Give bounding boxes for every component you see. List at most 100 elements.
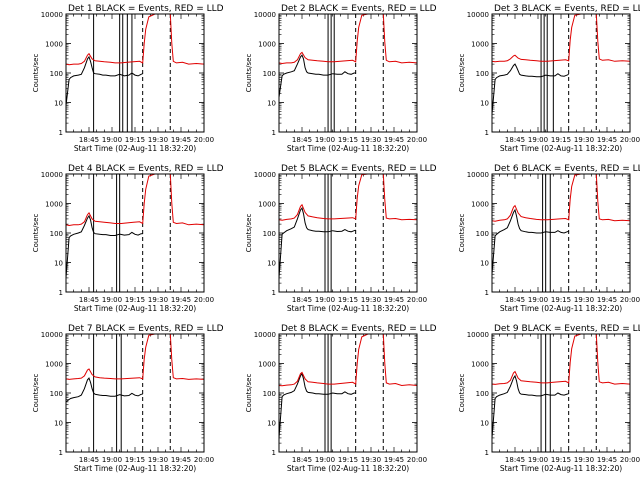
- x-axis-label: Start Time (02-Aug-11 18:32:20): [287, 304, 409, 313]
- series-events-line: [65, 55, 143, 106]
- x-tick-label: 19:15: [551, 456, 571, 464]
- y-tick-label: 1000: [258, 201, 276, 209]
- panel-det-4: Det 4 BLACK = Events, RED = LLD Counts/se…: [32, 164, 224, 313]
- x-axis-label: Start Time (02-Aug-11 18:32:20): [74, 304, 196, 313]
- y-tick-label: 100: [263, 70, 276, 78]
- y-tick-label: 1: [485, 449, 489, 457]
- x-tick-label: 18:45: [505, 456, 525, 464]
- x-tick-label: 20:00: [194, 136, 214, 144]
- x-tick-label: 19:30: [361, 456, 381, 464]
- x-tick-label: 20:00: [620, 456, 640, 464]
- y-tick-label: 10: [54, 100, 63, 108]
- series-lld-line: [278, 173, 418, 221]
- x-tick-label: 19:15: [551, 296, 571, 304]
- x-tick-label: 18:45: [79, 456, 99, 464]
- y-tick-label: 1: [485, 289, 489, 297]
- x-tick-label: 20:00: [620, 296, 640, 304]
- x-tick-label: 19:00: [315, 456, 335, 464]
- y-axis-label: Counts/sec: [32, 214, 40, 253]
- y-axis-label: Counts/sec: [458, 54, 466, 93]
- x-tick-label: 19:45: [384, 136, 404, 144]
- panel-title: Det 4 BLACK = Events, RED = LLD: [68, 164, 224, 174]
- x-tick-label: 20:00: [407, 136, 427, 144]
- panel-title: Det 5 BLACK = Events, RED = LLD: [281, 164, 437, 174]
- x-tick-label: 19:45: [597, 296, 617, 304]
- x-tick-label: 19:30: [574, 456, 594, 464]
- series-events-line: [278, 372, 356, 438]
- x-tick-label: 18:45: [292, 296, 312, 304]
- x-tick-label: 19:30: [574, 296, 594, 304]
- y-tick-label: 10: [267, 100, 276, 108]
- plot-frame: [278, 333, 418, 453]
- y-tick-label: 1000: [471, 41, 489, 49]
- panel-title: Det 9 BLACK = Events, RED = LLD: [494, 324, 640, 334]
- panel-det-1: Det 1 BLACK = Events, RED = LLD Counts/se…: [32, 4, 224, 153]
- y-axis-label: Counts/sec: [458, 374, 466, 413]
- y-tick-label: 10000: [254, 171, 276, 179]
- series-events-line: [65, 377, 143, 403]
- x-tick-label: 19:15: [551, 136, 571, 144]
- plot-frame: [491, 13, 631, 133]
- x-tick-label: 19:15: [338, 136, 358, 144]
- x-tick-label: 19:15: [338, 456, 358, 464]
- panel-title: Det 3 BLACK = Events, RED = LLD: [494, 4, 640, 14]
- x-axis-label: Start Time (02-Aug-11 18:32:20): [74, 464, 196, 473]
- y-tick-label: 100: [476, 390, 489, 398]
- y-axis-label: Counts/sec: [32, 374, 40, 413]
- series-lld-line: [278, 13, 418, 65]
- y-tick-label: 10: [480, 100, 489, 108]
- x-tick-label: 19:45: [597, 136, 617, 144]
- x-tick-label: 19:00: [528, 456, 548, 464]
- panel-det-5: Det 5 BLACK = Events, RED = LLD Counts/se…: [245, 164, 437, 313]
- panel-det-6: Det 6 BLACK = Events, RED = LLD Counts/se…: [458, 164, 640, 313]
- y-axis-label: Counts/sec: [245, 54, 253, 93]
- series-lld-line: [491, 333, 631, 385]
- x-tick-label: 18:45: [292, 456, 312, 464]
- series-events-line: [491, 374, 569, 438]
- y-tick-label: 100: [263, 390, 276, 398]
- x-tick-label: 19:15: [125, 456, 145, 464]
- x-tick-label: 19:15: [125, 136, 145, 144]
- panel-det-3: Det 3 BLACK = Events, RED = LLD Counts/se…: [458, 4, 640, 153]
- x-tick-label: 20:00: [194, 296, 214, 304]
- x-axis-label: Start Time (02-Aug-11 18:32:20): [500, 464, 622, 473]
- x-tick-label: 18:45: [505, 136, 525, 144]
- x-tick-label: 19:00: [528, 296, 548, 304]
- x-axis-label: Start Time (02-Aug-11 18:32:20): [74, 144, 196, 153]
- x-tick-label: 18:45: [79, 296, 99, 304]
- y-tick-label: 10000: [467, 171, 489, 179]
- y-tick-label: 100: [476, 230, 489, 238]
- series-events-line: [491, 208, 569, 275]
- x-axis-label: Start Time (02-Aug-11 18:32:20): [500, 304, 622, 313]
- x-tick-label: 19:00: [315, 136, 335, 144]
- y-tick-label: 10: [267, 420, 276, 428]
- x-tick-label: 19:30: [361, 296, 381, 304]
- y-tick-label: 10000: [41, 331, 63, 339]
- y-tick-label: 10000: [41, 171, 63, 179]
- series-events-line: [65, 214, 143, 278]
- plot-frame: [65, 333, 205, 453]
- y-axis-label: Counts/sec: [245, 214, 253, 253]
- x-tick-label: 18:45: [505, 296, 525, 304]
- plot-frame: [65, 173, 205, 293]
- y-tick-label: 10: [480, 420, 489, 428]
- x-axis-label: Start Time (02-Aug-11 18:32:20): [287, 464, 409, 473]
- series-lld-line: [491, 13, 631, 63]
- y-tick-label: 100: [50, 390, 63, 398]
- y-tick-label: 10: [267, 260, 276, 268]
- x-tick-label: 19:30: [361, 136, 381, 144]
- panel-det-7: Det 7 BLACK = Events, RED = LLD Counts/se…: [32, 324, 224, 473]
- y-tick-label: 1: [59, 289, 63, 297]
- series-lld-line: [491, 173, 631, 222]
- x-tick-label: 19:00: [102, 296, 122, 304]
- y-tick-label: 10: [480, 260, 489, 268]
- panel-title: Det 1 BLACK = Events, RED = LLD: [68, 4, 224, 14]
- x-tick-label: 19:15: [338, 296, 358, 304]
- y-tick-label: 1: [59, 129, 63, 137]
- x-tick-label: 20:00: [407, 456, 427, 464]
- y-tick-label: 100: [50, 230, 63, 238]
- x-tick-label: 19:45: [171, 456, 191, 464]
- panel-title: Det 2 BLACK = Events, RED = LLD: [281, 4, 437, 14]
- x-tick-label: 19:45: [597, 456, 617, 464]
